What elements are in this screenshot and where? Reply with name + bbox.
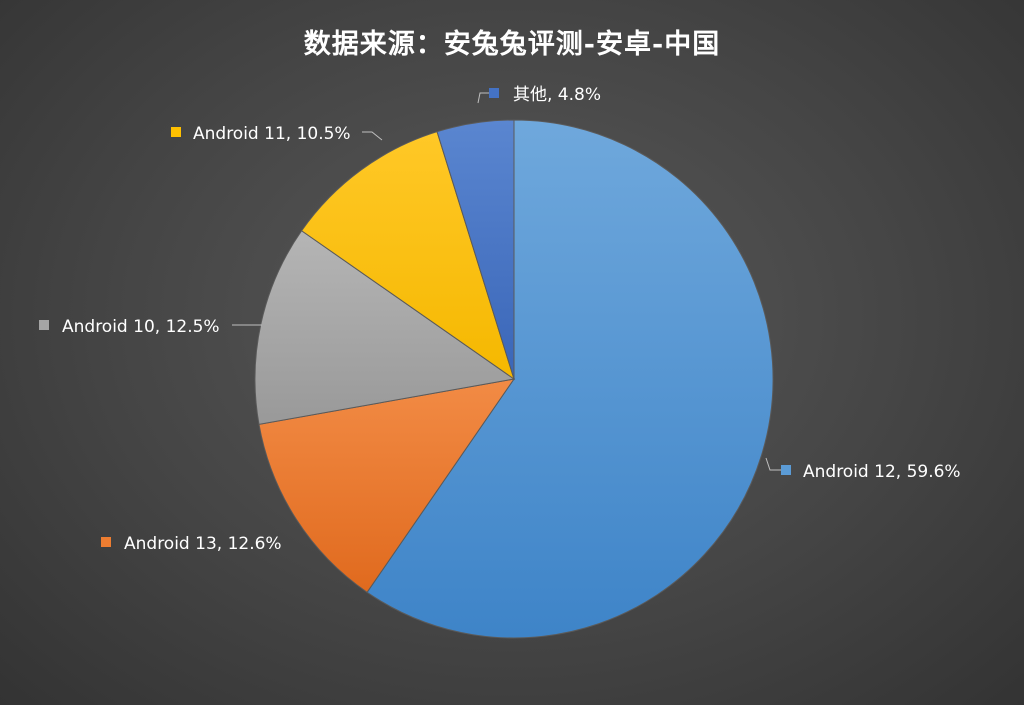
pie-slice-1: [366, 119, 774, 639]
pie-slice-4: [300, 131, 515, 381]
legend-swatch-1: [781, 465, 791, 475]
data-label-2: Android 13, 12.6%: [124, 534, 282, 554]
legend-swatch-5: [489, 88, 499, 98]
data-label-3: Android 10, 12.5%: [62, 317, 220, 337]
leader-line-1: [765, 457, 785, 471]
leader-line-4: [362, 131, 383, 141]
data-label-4: Android 11, 10.5%: [193, 124, 351, 144]
legend-swatch-3: [39, 320, 49, 330]
data-label-1: Android 12, 59.6%: [803, 462, 961, 482]
data-label-5: 其他, 4.8%: [513, 85, 601, 105]
leader-line-5: [477, 92, 491, 104]
legend-swatch-4: [171, 127, 181, 137]
pie-slice-2: [258, 378, 516, 593]
pie-slice-3: [254, 230, 516, 425]
chart-title: 数据来源：安兔兔评测-安卓-中国: [303, 29, 721, 60]
pie-slice-5: [436, 119, 515, 380]
legend-swatch-2: [101, 537, 111, 547]
